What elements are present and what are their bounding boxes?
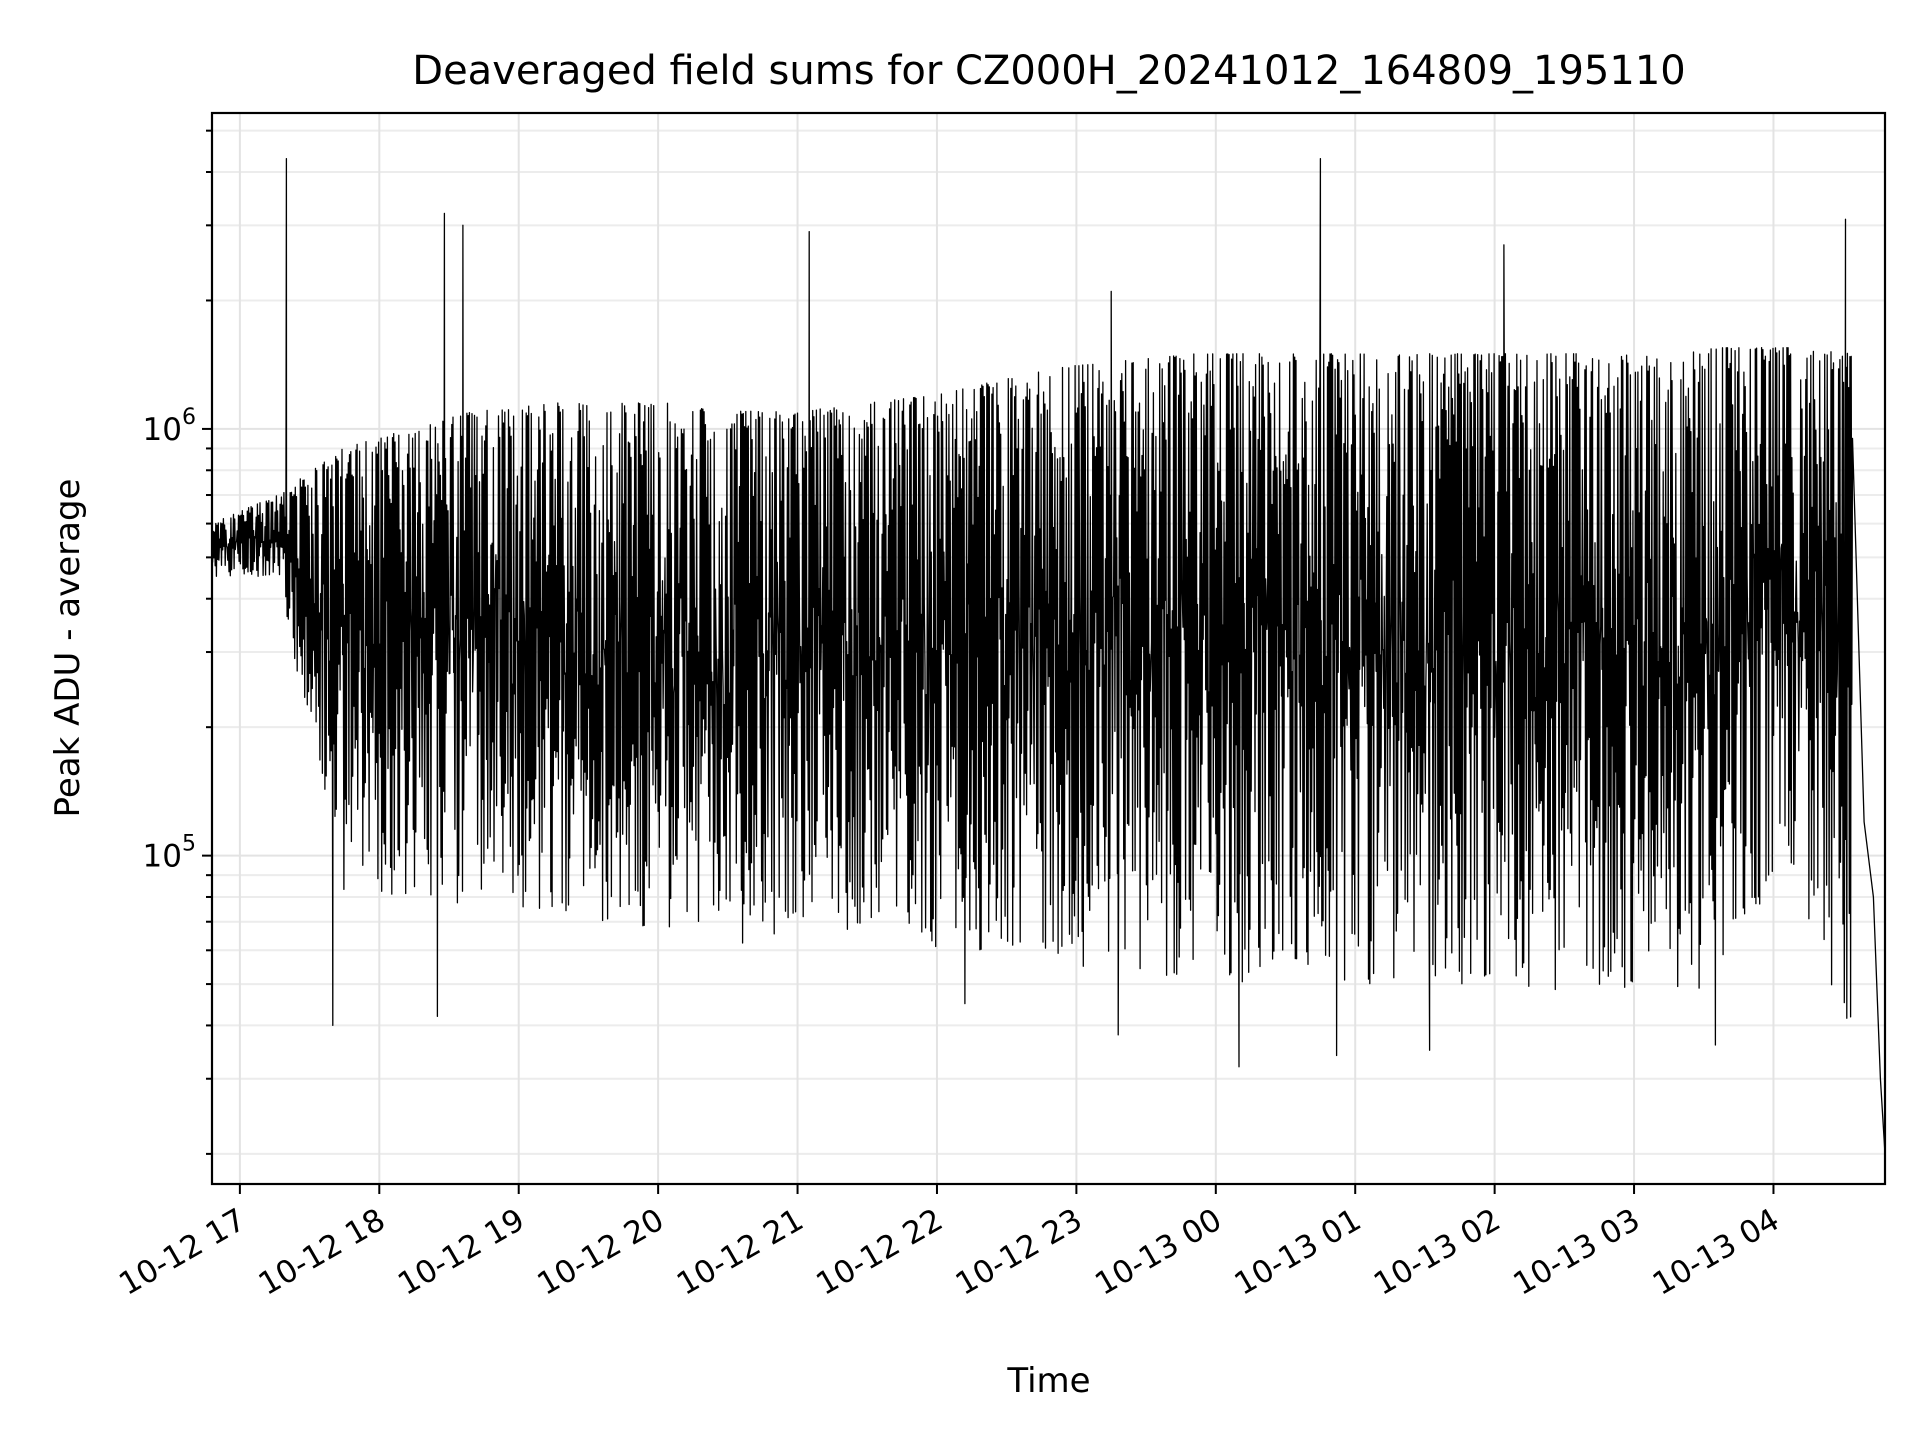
x-tick-label: 10-13 03 [1507,1202,1646,1303]
data-series-layer [211,157,1886,1154]
chart-title: Deaveraged field sums for CZ000H_2024101… [412,48,1685,94]
plot-frame [210,111,1887,1186]
y-axis: 105 106 [143,129,212,1155]
x-tick-label: 10-12 22 [810,1202,949,1303]
x-tick-label: 10-12 19 [392,1202,531,1303]
x-tick-label: 10-12 17 [113,1202,252,1303]
x-tick-label: 10-13 01 [1229,1202,1368,1303]
x-tick-label: 10-12 18 [253,1202,392,1303]
x-tick-label: 10-13 00 [1089,1202,1228,1303]
y-tick-label: 106 [143,405,196,448]
y-tick-label: 105 [143,832,196,875]
y-axis-label: Peak ADU - average [48,479,88,818]
x-tick-label: 10-12 23 [950,1202,1089,1303]
x-tick-label: 10-13 04 [1647,1202,1786,1303]
x-tick-label: 10-12 21 [671,1202,810,1303]
x-axis: 10-12 17 10-12 18 10-12 19 10-12 20 10-12 21… [113,1184,1785,1303]
x-tick-label: 10-13 02 [1368,1202,1507,1303]
x-tick-label: 10-12 20 [531,1202,670,1303]
x-axis-label: Time [1006,1361,1090,1401]
series-line [211,157,1886,1154]
